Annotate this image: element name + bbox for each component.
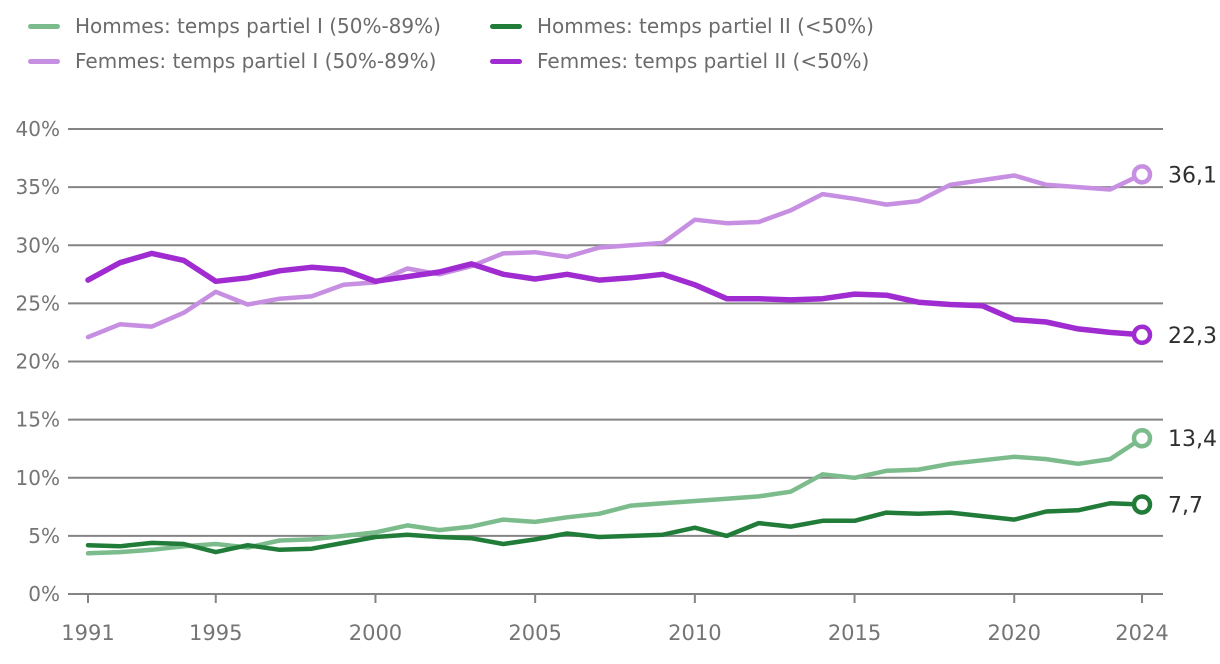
series-line-hommes-temps-partiel-2 xyxy=(85,501,1145,555)
hommes-temps-partiel-1-end-marker xyxy=(1131,427,1153,449)
femmes-temps-partiel-2-end-value-label: 22,3 xyxy=(1168,324,1217,349)
hommes-temps-partiel-2-end-marker xyxy=(1131,494,1153,515)
y-axis-tick-label: 0% xyxy=(28,582,60,606)
legend-item-femmes-temps-partiel-2: Femmes: temps partiel II (<50%) xyxy=(490,49,874,73)
legend-label: Hommes: temps partiel I (50%-89%) xyxy=(75,14,441,38)
y-axis-tick-label: 15% xyxy=(16,408,60,432)
y-axis-tick-label: 35% xyxy=(16,175,60,199)
y-axis-tick-label: 20% xyxy=(16,350,60,374)
x-axis-tick-label: 2015 xyxy=(828,621,881,645)
femmes-temps-partiel-1-end-value-label: 36,1 xyxy=(1168,163,1217,188)
y-axis-tick-label: 25% xyxy=(16,291,60,315)
legend-swatch-femmes-temps-partiel-1 xyxy=(28,58,60,64)
hommes-temps-partiel-1-end-value-label: 13,4 xyxy=(1168,427,1217,452)
legend-label: Femmes: temps partiel I (50%-89%) xyxy=(75,49,437,73)
y-axis-tick-label: 30% xyxy=(16,233,60,257)
femmes-temps-partiel-1-end-marker xyxy=(1131,164,1153,185)
series-line-femmes-temps-partiel-2 xyxy=(85,250,1145,338)
x-axis-tick-label: 2005 xyxy=(508,621,561,645)
legend-swatch-hommes-temps-partiel-2 xyxy=(490,23,522,29)
x-axis-tick-label: 2010 xyxy=(668,621,721,645)
femmes-temps-partiel-2-end-marker xyxy=(1131,324,1153,346)
hommes-temps-partiel-2-end-value-label: 7,7 xyxy=(1168,493,1203,518)
legend-item-hommes-temps-partiel-2: Hommes: temps partiel II (<50%) xyxy=(490,14,874,38)
y-axis-tick-label: 5% xyxy=(28,524,60,548)
legend-swatch-hommes-temps-partiel-1 xyxy=(28,23,60,29)
series-line-hommes-temps-partiel-1 xyxy=(85,435,1145,556)
x-axis-tick-label: 2020 xyxy=(988,621,1041,645)
legend-swatch-femmes-temps-partiel-2 xyxy=(490,58,522,64)
y-axis-tick-label: 10% xyxy=(16,466,60,490)
y-axis-tick-label: 40% xyxy=(16,117,60,141)
legend-item-femmes-temps-partiel-1: Femmes: temps partiel I (50%-89%) xyxy=(28,49,490,73)
legend-label: Hommes: temps partiel II (<50%) xyxy=(537,14,874,38)
x-axis-tick-label: 1991 xyxy=(61,621,114,645)
x-axis-tick-label: 2024 xyxy=(1115,621,1168,645)
x-axis-tick-label: 2000 xyxy=(349,621,402,645)
legend-label: Femmes: temps partiel II (<50%) xyxy=(537,49,870,73)
legend-item-hommes-temps-partiel-1: Hommes: temps partiel I (50%-89%) xyxy=(28,14,490,38)
series-line-femmes-temps-partiel-1 xyxy=(85,172,1145,340)
chart-legend: Hommes: temps partiel I (50%-89%) Hommes… xyxy=(28,14,874,73)
x-axis-tick-label: 1995 xyxy=(189,621,242,645)
